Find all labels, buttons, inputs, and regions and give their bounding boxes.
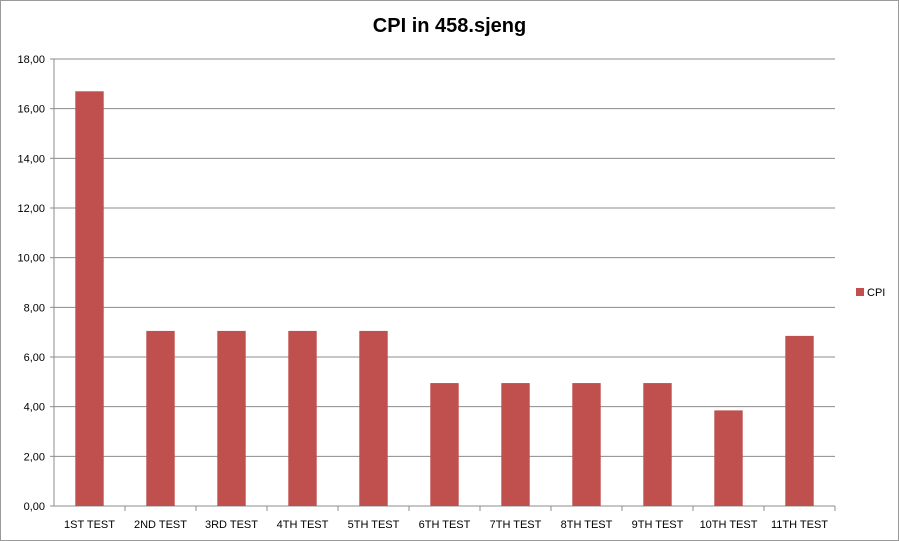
bar xyxy=(359,330,388,506)
y-tick-label: 0,00 xyxy=(24,501,45,513)
x-tick-label: 7TH TEST xyxy=(490,519,542,531)
bar xyxy=(75,91,104,507)
bar xyxy=(714,410,743,506)
legend-swatch xyxy=(856,288,864,296)
y-tick-label: 4,00 xyxy=(24,402,45,414)
x-tick-label: 4TH TEST xyxy=(277,519,329,531)
y-tick-labels: 0,00 2,00 4,00 6,00 8,00 10,00 12,00 14,00 16,00… xyxy=(17,54,45,513)
y-tick-label: 14,00 xyxy=(17,153,45,165)
x-tick-label: 1ST TEST xyxy=(64,519,115,531)
x-tick-label: 5TH TEST xyxy=(348,519,400,531)
legend-label: CPI xyxy=(867,287,885,299)
y-tick-label: 2,00 xyxy=(24,451,45,463)
axes xyxy=(50,58,836,511)
x-tick-labels: 1ST TEST 2ND TEST 3RD TEST 4TH TEST 5TH TEST… xyxy=(64,519,828,531)
bar xyxy=(430,383,459,506)
x-tick-label: 9TH TEST xyxy=(632,519,684,531)
x-tick-label: 11TH TEST xyxy=(771,519,828,531)
bar xyxy=(288,330,317,506)
x-tick-label: 8TH TEST xyxy=(561,519,613,531)
y-tick-label: 6,00 xyxy=(24,352,45,364)
legend: CPI xyxy=(856,287,885,299)
bar xyxy=(643,383,672,506)
y-tick-label: 10,00 xyxy=(17,253,45,265)
x-tick-label: 10TH TEST xyxy=(700,519,758,531)
bars xyxy=(75,91,814,507)
bar xyxy=(217,330,246,506)
y-tick-label: 16,00 xyxy=(17,104,45,116)
bar xyxy=(501,383,530,506)
y-tick-label: 18,00 xyxy=(17,54,45,66)
chart-title: CPI in 458.sjeng xyxy=(372,15,527,37)
x-tick-label: 3RD TEST xyxy=(205,519,258,531)
bar xyxy=(572,383,601,506)
bar xyxy=(146,330,175,506)
x-tick-label: 2ND TEST xyxy=(134,519,187,531)
y-tick-label: 8,00 xyxy=(24,302,45,314)
x-tick-label: 6TH TEST xyxy=(419,519,471,531)
bar xyxy=(785,335,814,506)
y-tick-label: 12,00 xyxy=(17,203,45,215)
